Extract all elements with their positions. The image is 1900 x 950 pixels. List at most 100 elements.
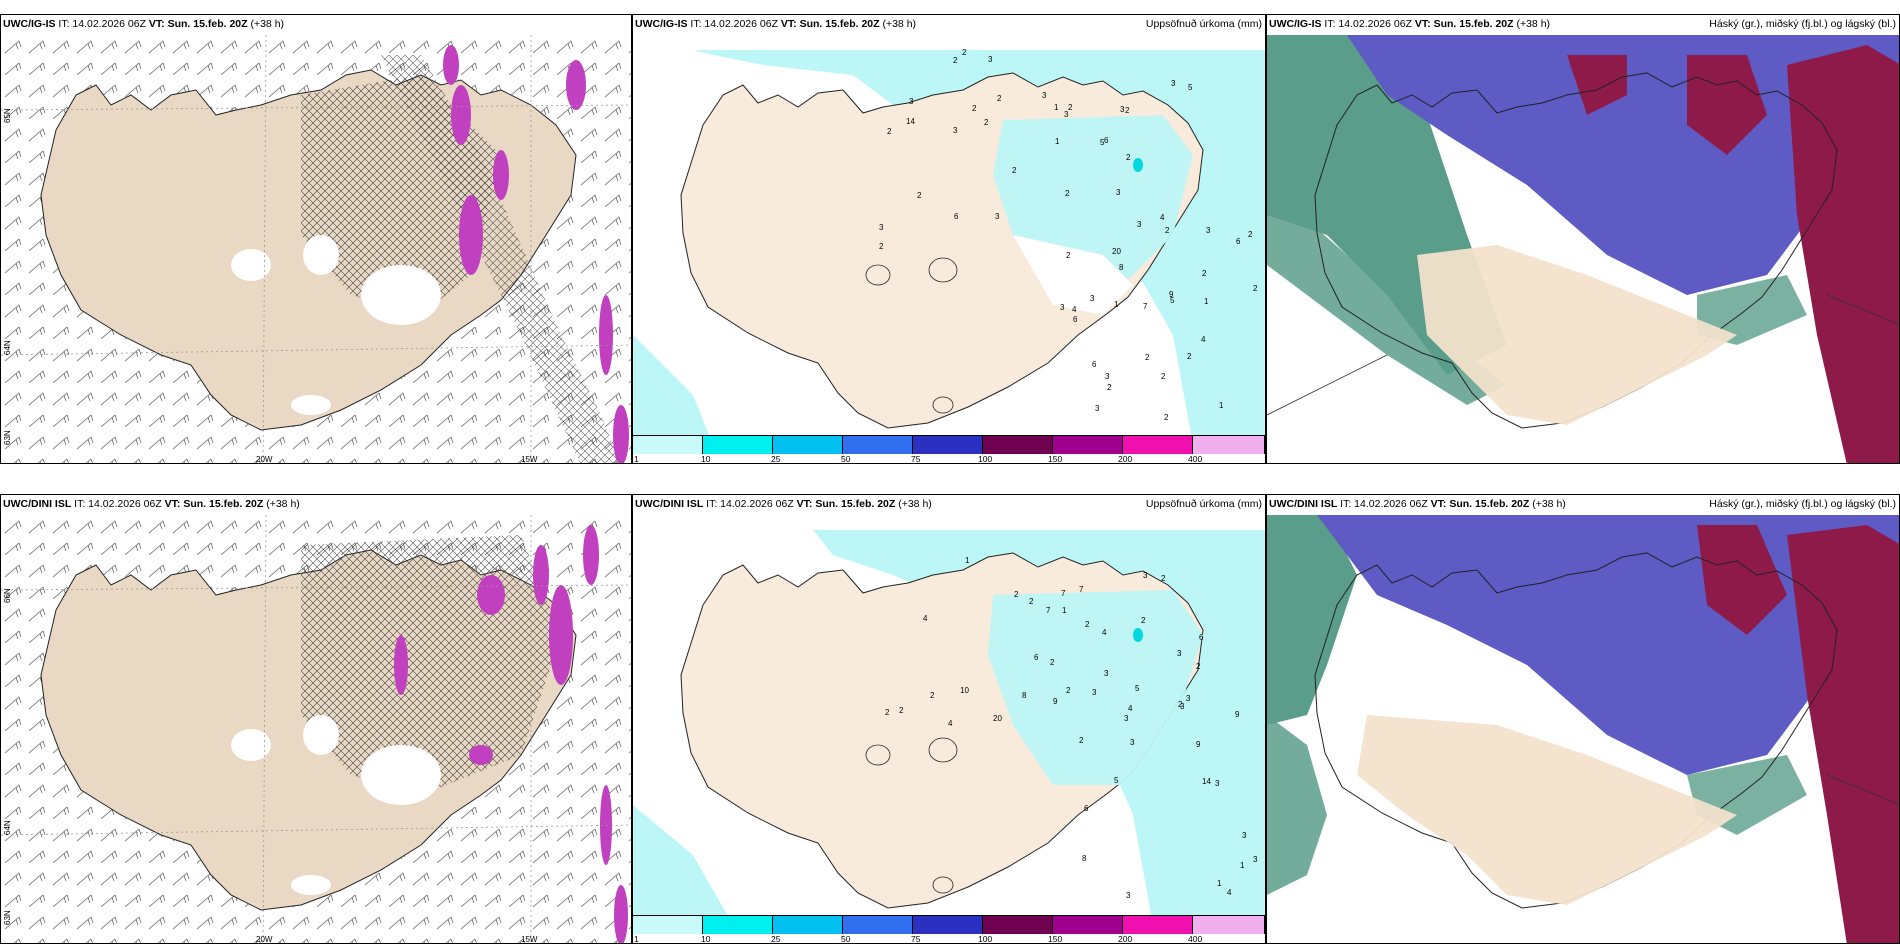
panel-wind-igis: UWC/IG-IS IT: 14.02.2026 06Z VT: Sun. 15… [0, 14, 632, 464]
legend-tick: 100 [978, 454, 993, 464]
precip-value: 3 [1126, 891, 1131, 900]
precip-value: 14 [1202, 777, 1211, 786]
precip-value: 8 [1119, 263, 1124, 272]
precip-value: 2 [962, 48, 967, 57]
precip-value: 1 [1114, 300, 1119, 309]
precip-value: 2 [1085, 620, 1090, 629]
precip-value: 2 [997, 94, 1002, 103]
precip-value: 14 [906, 117, 915, 126]
precip-value: 2 [1178, 700, 1183, 709]
precip-value: 6 [1104, 136, 1109, 145]
precip-value: 2 [972, 104, 977, 113]
legend-swatch [703, 916, 773, 934]
legend-tick: 1 [634, 934, 639, 944]
precip-value: 5 [1135, 684, 1140, 693]
legend-swatch [913, 436, 983, 454]
precip-value: 6 [1084, 804, 1089, 813]
precip-value: 9 [1053, 697, 1058, 706]
precip-value: 9 [1196, 740, 1201, 749]
panel-header: UWC/DINI ISL IT: 14.02.2026 06Z VT: Sun.… [3, 498, 300, 510]
precip-value: 4 [1160, 213, 1165, 222]
lon-label: 20W [256, 455, 273, 464]
lat-label: 66N [3, 588, 12, 603]
precip-value: 2 [1029, 597, 1034, 606]
precip-value: 3 [1042, 91, 1047, 100]
precip-value: 2 [1202, 269, 1207, 278]
precip-legend [633, 435, 1265, 454]
precip-value: 3 [995, 212, 1000, 221]
precip-value: 6 [1199, 633, 1204, 642]
precip-value: 20 [1112, 247, 1121, 256]
legend-swatch [1193, 436, 1265, 454]
precip-legend [633, 915, 1265, 934]
precip-value: 2 [887, 127, 892, 136]
legend-tick: 25 [771, 454, 781, 464]
precip-value: 1 [1217, 879, 1222, 888]
precip-value: 3 [1253, 855, 1258, 864]
legend-swatch [983, 436, 1053, 454]
legend-swatch [1053, 436, 1123, 454]
precip-value: 4 [1072, 305, 1077, 314]
precip-value: 5 [1170, 296, 1175, 305]
precip-value: 6 [1073, 315, 1078, 324]
precip-value: 5 [1114, 776, 1119, 785]
precip-value: 4 [1227, 888, 1232, 897]
cloud-map [1267, 515, 1899, 943]
precip-value: 6 [1034, 653, 1039, 662]
precip-value: 3 [1177, 649, 1182, 658]
precip-value: 3 [1215, 779, 1220, 788]
panel-precip-igis: UWC/IG-IS IT: 14.02.2026 06Z VT: Sun. 15… [632, 14, 1266, 464]
panel-title: Uppsöfnuð úrkoma (mm) [1145, 498, 1262, 510]
precip-value: 2 [899, 706, 904, 715]
lat-label: 65N [3, 108, 12, 123]
panel-clouds-dini: UWC/DINI ISL IT: 14.02.2026 06Z VT: Sun.… [1266, 494, 1900, 944]
precip-value: 2 [1145, 353, 1150, 362]
wind-map [1, 515, 631, 943]
cloud-map [1267, 35, 1899, 463]
legend-tick: 1 [634, 454, 639, 464]
legend-tick: 50 [841, 934, 851, 944]
precip-value: 3 [988, 55, 993, 64]
precip-value: 2 [1248, 230, 1253, 239]
legend-tick: 10 [701, 934, 711, 944]
panel-title: Uppsöfnuð úrkoma (mm) [1145, 18, 1262, 30]
lon-label: 20W [256, 935, 273, 944]
lat-label: 63N [3, 430, 12, 445]
precip-value: 2 [953, 56, 958, 65]
panel-precip-dini: UWC/DINI ISL IT: 14.02.2026 06Z VT: Sun.… [632, 494, 1266, 944]
precip-value: 3 [879, 223, 884, 232]
precip-value: 8 [1022, 691, 1027, 700]
precip-value: 6 [1236, 237, 1241, 246]
precip-value: 3 [1124, 714, 1129, 723]
precip-value: 2 [1066, 686, 1071, 695]
precip-value: 3 [1143, 571, 1148, 580]
legend-tick: 200 [1118, 934, 1133, 944]
precip-value: 4 [1128, 704, 1133, 713]
legend-tick: 25 [771, 934, 781, 944]
precip-value: 4 [1201, 335, 1206, 344]
precip-value: 3 [1242, 831, 1247, 840]
panel-header: UWC/DINI ISL IT: 14.02.2026 06Z VT: Sun.… [1269, 498, 1566, 510]
precip-value: 2 [1165, 226, 1170, 235]
precip-value: 2 [1012, 166, 1017, 175]
precip-value: 1 [1219, 401, 1224, 410]
lat-label: 63N [3, 910, 12, 925]
precip-value: 2 [1066, 251, 1071, 260]
precip-value: 3 [1090, 294, 1095, 303]
precip-value: 2 [1014, 590, 1019, 599]
precip-value: 3 [1130, 738, 1135, 747]
precip-value: 2 [1065, 189, 1070, 198]
legend-tick: 200 [1118, 454, 1133, 464]
precip-value: 1 [1240, 861, 1245, 870]
legend-swatch [983, 916, 1053, 934]
precip-value: 2 [1126, 153, 1131, 162]
precip-value: 2 [1141, 616, 1146, 625]
precip-map: 1263233266322242224178320321222514233936… [633, 35, 1265, 445]
lon-label: 15W [521, 935, 538, 944]
precip-value: 2 [1079, 736, 1084, 745]
panel-header: UWC/IG-IS IT: 14.02.2026 06Z VT: Sun. 15… [1269, 18, 1551, 30]
precip-value: 3 [1092, 688, 1097, 697]
precip-value: 4 [923, 614, 928, 623]
precip-value: 2 [885, 708, 890, 717]
